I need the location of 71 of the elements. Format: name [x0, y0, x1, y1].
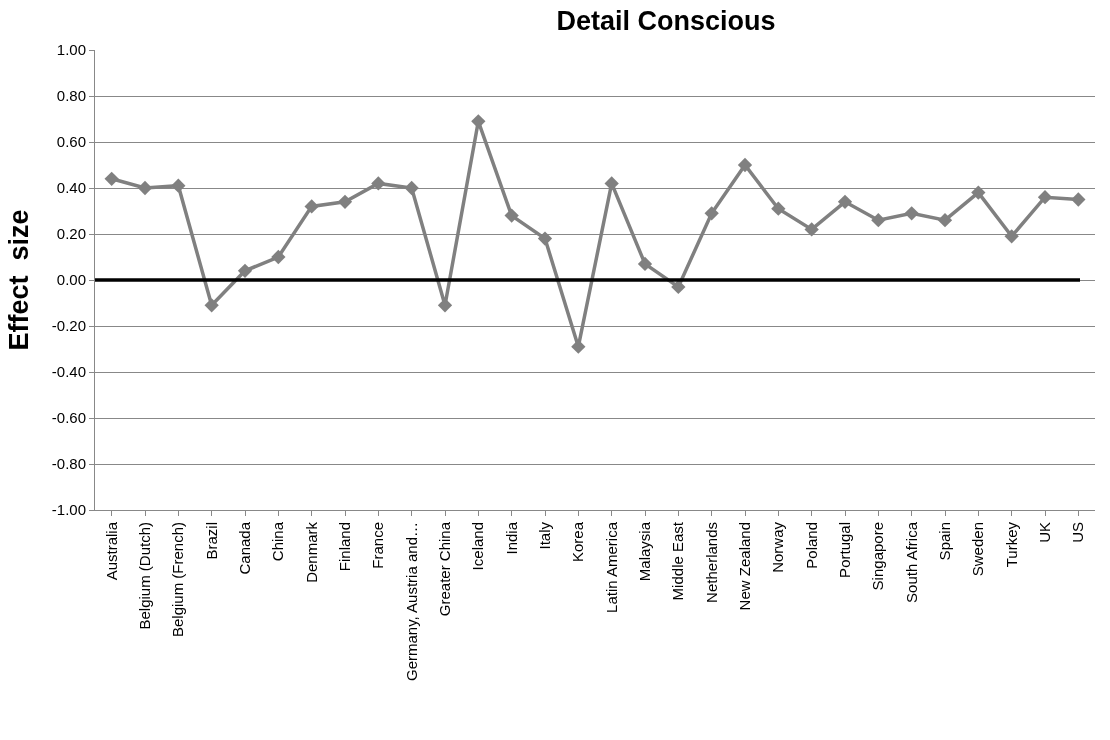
point [537, 231, 553, 246]
x-tick-label: Malaysia [635, 521, 653, 582]
y-tick-label: 1.00 [56, 41, 86, 59]
x-tick-label: Middle East [669, 521, 687, 601]
point [237, 263, 253, 278]
y-tick-label: 0.80 [56, 87, 86, 105]
x-tick-label: Poland [802, 522, 820, 569]
x-tick-label: France [369, 522, 387, 569]
x-tick-label: Norway [769, 521, 787, 573]
point [371, 176, 386, 191]
y-tick-label: -1.00 [51, 501, 86, 519]
point [904, 206, 919, 221]
point [737, 157, 753, 173]
x-tick-label: China [269, 521, 287, 562]
point [271, 249, 286, 265]
x-tick-label: Italy [535, 521, 553, 550]
x-tick-label: Latin America [602, 521, 620, 613]
point [1071, 192, 1086, 207]
x-tick-label: New Zealand [735, 522, 753, 611]
x-tick-label: Brazil [202, 522, 220, 560]
point [771, 201, 786, 216]
point [504, 208, 519, 223]
x-tick-label: South Africa [902, 521, 920, 603]
y-tick-label: -0.20 [51, 317, 86, 335]
point [704, 206, 719, 221]
point [171, 178, 186, 193]
point [837, 194, 853, 209]
y-tick-label: -0.80 [51, 455, 86, 473]
point [404, 180, 419, 196]
x-tick-label: Turkey [1002, 521, 1020, 568]
point [1037, 190, 1053, 205]
y-tick-label: 0.60 [56, 133, 86, 151]
x-tick-label: Greater China [435, 521, 453, 617]
point [604, 176, 619, 191]
point [804, 222, 819, 237]
y-axis-title: Effect size [3, 209, 34, 351]
x-tick-label: Belgium (Dutch) [135, 522, 153, 630]
point [871, 213, 886, 228]
y-tick-label: 0.40 [56, 179, 86, 197]
point [937, 213, 953, 228]
x-tick-label: US [1069, 522, 1087, 543]
point [637, 256, 653, 272]
point [671, 279, 686, 295]
x-tick-label: Spain [935, 522, 953, 561]
y-tick-label: -0.60 [51, 409, 86, 427]
point [104, 171, 119, 186]
x-tick-label: Canada [235, 521, 253, 575]
point [204, 298, 219, 313]
x-tick-label: Iceland [469, 522, 487, 571]
x-tick-label: Netherlands [702, 522, 720, 603]
y-tick-label: -0.40 [51, 363, 86, 381]
y-tick-label: 0.20 [56, 225, 86, 243]
chart-title: Detail Conscious [556, 6, 776, 36]
point [437, 298, 453, 313]
point [1004, 229, 1019, 244]
x-tick-label: UK [1035, 522, 1053, 543]
point [971, 185, 986, 200]
point [137, 180, 153, 196]
x-tick-label: Portugal [835, 522, 853, 578]
x-tick-label: Germany, Austria and… [402, 522, 420, 681]
x-tick-label: India [502, 521, 520, 555]
point [304, 199, 319, 214]
y-tick-label: 0.00 [56, 271, 86, 289]
x-tick-label: Belgium (French) [169, 522, 187, 638]
x-tick-label: Singapore [869, 522, 887, 591]
x-tick-label: Korea [569, 521, 587, 563]
x-tick-label: Finland [335, 522, 353, 572]
x-tick-label: Australia [102, 521, 120, 581]
x-tick-label: Sweden [969, 522, 987, 577]
point [337, 194, 353, 209]
x-tick-label: Denmark [302, 521, 320, 583]
